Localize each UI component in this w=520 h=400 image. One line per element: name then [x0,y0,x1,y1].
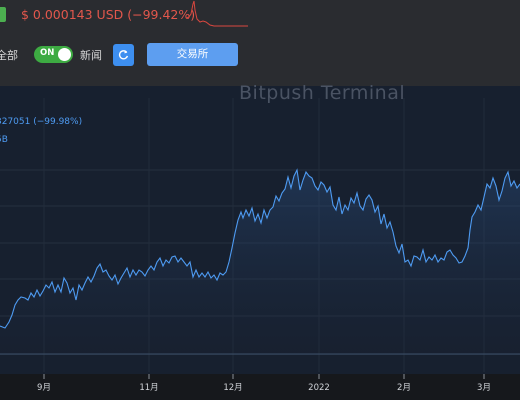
x-tick-label: 2月 [397,383,411,393]
legend-volume: 5B [0,135,8,145]
toggle-knob [58,48,71,61]
refresh-icon [118,50,129,60]
x-tick-label: 9月 [37,383,51,393]
legend-change: 327051 (−99.98%) [0,117,83,127]
toggle-label: ON [40,48,55,58]
price-sparkline [186,0,248,27]
x-tick-label: 11月 [139,383,158,393]
news-label: 新闻 [80,49,102,62]
news-toggle[interactable]: ON [34,46,73,63]
x-tick-label: 2022 [308,383,330,393]
price-line [0,168,520,329]
exchange-button[interactable]: 交易所 [147,43,238,66]
all-label: 全部 [0,49,18,62]
x-tick-label: 3月 [477,383,491,393]
change-badge [0,7,6,22]
price-area [0,170,520,354]
top-toolbar: $ 0.000143 USD (−99.42%) 全部 ON 新闻 交易所 [0,0,520,86]
refresh-button[interactable] [113,44,134,66]
controls-row: 全部 ON 新闻 交易所 [0,43,520,66]
price-text: $ 0.000143 USD (−99.42%) [21,7,196,22]
watermark: Bitpush Terminal [239,82,406,104]
x-axis-bar [0,374,520,400]
x-tick-label: 12月 [223,383,242,393]
